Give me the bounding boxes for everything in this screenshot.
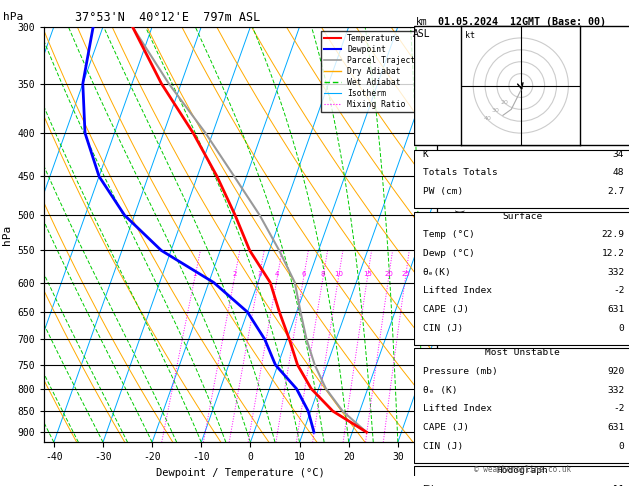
Text: 34: 34 <box>613 150 625 159</box>
Text: 8: 8 <box>321 271 325 277</box>
Legend: Temperature, Dewpoint, Parcel Trajectory, Dry Adiabat, Wet Adiabat, Isotherm, Mi: Temperature, Dewpoint, Parcel Trajectory… <box>321 31 433 112</box>
Text: 4: 4 <box>275 271 279 277</box>
Text: 3: 3 <box>257 271 262 277</box>
Text: Dewp (°C): Dewp (°C) <box>423 249 474 258</box>
Text: CIN (J): CIN (J) <box>423 324 463 333</box>
Text: Most Unstable: Most Unstable <box>485 348 560 357</box>
Text: 0: 0 <box>619 442 625 451</box>
Text: 37°53'N  40°12'E  797m ASL: 37°53'N 40°12'E 797m ASL <box>75 11 261 24</box>
Text: θₑ(K): θₑ(K) <box>423 268 452 277</box>
Bar <box>414 467 629 486</box>
Text: 25: 25 <box>401 271 410 277</box>
Text: θₑ (K): θₑ (K) <box>423 386 457 395</box>
Text: hPa: hPa <box>3 12 23 22</box>
Text: 6: 6 <box>301 271 306 277</box>
Text: CAPE (J): CAPE (J) <box>423 305 469 314</box>
Y-axis label: Mixing Ratio (g/kg): Mixing Ratio (g/kg) <box>456 179 466 290</box>
Text: 631: 631 <box>607 305 625 314</box>
Text: 2.7: 2.7 <box>607 187 625 196</box>
Text: Temp (°C): Temp (°C) <box>423 230 474 240</box>
Text: 12.2: 12.2 <box>601 249 625 258</box>
Text: 30: 30 <box>492 108 500 113</box>
Text: EH: EH <box>423 485 434 486</box>
Text: 20: 20 <box>500 100 508 104</box>
Bar <box>414 150 629 208</box>
Text: 01.05.2024  12GMT (Base: 00): 01.05.2024 12GMT (Base: 00) <box>438 17 606 27</box>
Text: 48: 48 <box>613 168 625 177</box>
Bar <box>414 212 629 345</box>
Text: Surface: Surface <box>503 212 542 221</box>
Text: 2: 2 <box>233 271 237 277</box>
Bar <box>414 348 629 463</box>
Text: -2: -2 <box>613 286 625 295</box>
Text: 631: 631 <box>607 423 625 432</box>
Text: 40: 40 <box>484 116 491 122</box>
Text: CAPE (J): CAPE (J) <box>423 423 469 432</box>
X-axis label: Dewpoint / Temperature (°C): Dewpoint / Temperature (°C) <box>156 468 325 478</box>
Text: 0: 0 <box>619 324 625 333</box>
Text: 22.9: 22.9 <box>601 230 625 240</box>
Bar <box>414 26 629 145</box>
Text: © weatheronline.co.uk: © weatheronline.co.uk <box>474 465 571 474</box>
Text: 1: 1 <box>192 271 198 277</box>
Text: -2: -2 <box>613 404 625 414</box>
Text: 20: 20 <box>384 271 393 277</box>
Text: 920: 920 <box>607 367 625 376</box>
Text: Pressure (mb): Pressure (mb) <box>423 367 498 376</box>
Text: 10: 10 <box>334 271 343 277</box>
Text: kt: kt <box>465 31 475 40</box>
Text: Hodograph: Hodograph <box>496 467 548 475</box>
Text: K: K <box>423 150 428 159</box>
Text: Lifted Index: Lifted Index <box>423 286 491 295</box>
Text: PW (cm): PW (cm) <box>423 187 463 196</box>
Y-axis label: hPa: hPa <box>2 225 12 244</box>
Text: Totals Totals: Totals Totals <box>423 168 498 177</box>
Text: 332: 332 <box>607 268 625 277</box>
Text: CIN (J): CIN (J) <box>423 442 463 451</box>
Text: -11: -11 <box>607 485 625 486</box>
Text: Lifted Index: Lifted Index <box>423 404 491 414</box>
Text: 332: 332 <box>607 386 625 395</box>
Text: LCL: LCL <box>438 382 454 391</box>
Text: km
ASL: km ASL <box>413 17 430 38</box>
Text: 15: 15 <box>363 271 372 277</box>
